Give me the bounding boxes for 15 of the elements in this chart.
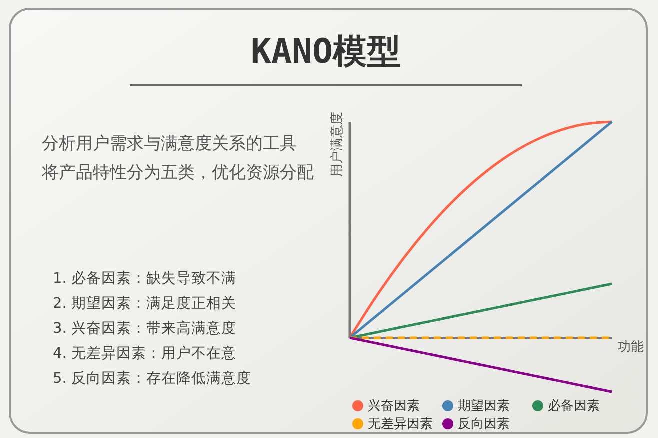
text: 将产品特性分为五类，优化资源分配	[41, 163, 314, 183]
legend-label: 反向因素	[458, 416, 510, 432]
y-axis-title: 用户满意度	[329, 112, 345, 177]
text: 5. 反向因素：存在降低满意度	[53, 370, 252, 387]
legend-label: 必备因素	[548, 398, 600, 414]
legend-label: 无差异因素	[368, 416, 433, 432]
text: 分析用户需求与满意度关系的工具	[42, 134, 297, 154]
chart-title: KANO模型	[251, 32, 401, 72]
text: 3. 兴奋因素：带来高满意度	[53, 320, 236, 337]
legend-label: 兴奋因素	[368, 398, 420, 414]
legend-label: 期望因素	[458, 398, 510, 414]
text: 1. 必备因素：缺失导致不满	[53, 270, 236, 287]
x-axis-title: 功能	[618, 340, 644, 355]
text: 2. 期望因素：满足度正相关	[53, 295, 236, 312]
text: 4. 无差异因素：用户不在意	[53, 345, 236, 362]
